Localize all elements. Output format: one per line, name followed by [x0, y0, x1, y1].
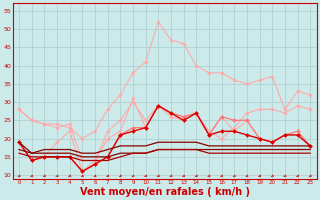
- X-axis label: Vent moyen/en rafales ( km/h ): Vent moyen/en rafales ( km/h ): [80, 187, 250, 197]
